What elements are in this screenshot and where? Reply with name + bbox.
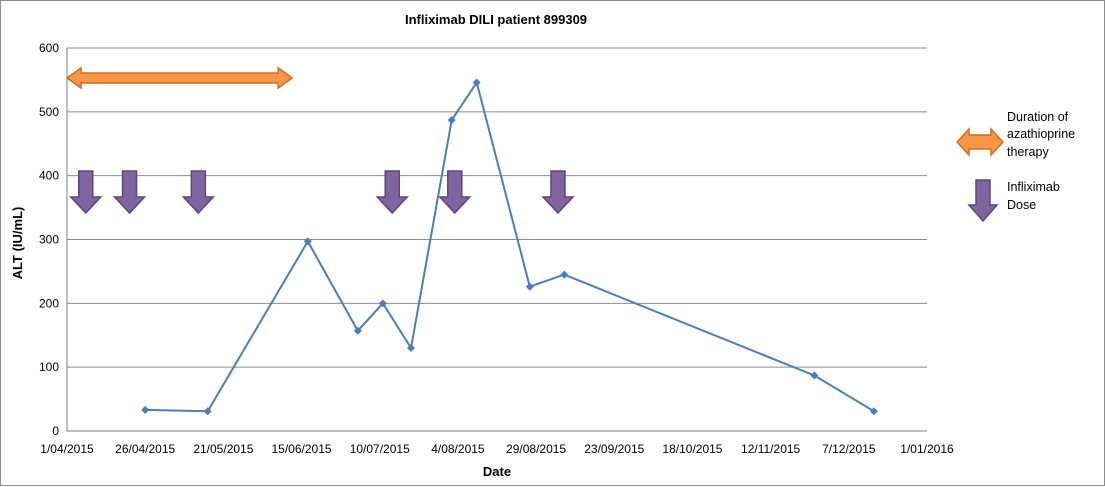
x-tick-label: 18/10/2015 — [662, 442, 722, 456]
therapy-annotations — [65, 66, 575, 215]
x-tick-label: 4/08/2015 — [431, 442, 485, 456]
data-point — [869, 407, 878, 416]
x-axis-label: Date — [483, 464, 511, 479]
down-arrow-icon — [967, 179, 999, 223]
y-tick-label: 300 — [39, 233, 59, 247]
data-point — [560, 270, 569, 279]
x-tick-label: 29/08/2015 — [506, 442, 566, 456]
x-tick-label: 10/07/2015 — [350, 442, 410, 456]
x-tick-label: 23/09/2015 — [584, 442, 644, 456]
data-point — [378, 299, 387, 308]
data-point — [141, 405, 150, 414]
data-point — [472, 78, 481, 87]
y-tick-label: 0 — [52, 424, 59, 438]
data-point — [525, 282, 534, 291]
y-tick-label: 400 — [39, 169, 59, 183]
legend: Duration of azathioprine therapy Inflixi… — [955, 110, 1075, 223]
azathioprine-duration-arrow — [65, 66, 294, 90]
legend-label-line: therapy — [1007, 145, 1049, 159]
data-point — [810, 371, 819, 380]
x-tick-label: 1/01/2016 — [900, 442, 954, 456]
infliximab-dose-arrow — [112, 170, 147, 215]
infliximab-dose-arrow — [181, 170, 216, 215]
y-tick-label: 600 — [39, 41, 59, 55]
x-tick-label: 1/04/2015 — [40, 442, 94, 456]
x-tick-labels: 1/04/2015 26/04/2015 21/05/2015 15/06/2015 1… — [40, 442, 954, 456]
legend-label-line: Infliximab — [1007, 180, 1060, 194]
infliximab-dose-arrow — [541, 170, 575, 215]
legend-entry-azathioprine: Duration of azathioprine therapy — [955, 110, 1075, 159]
data-point — [203, 407, 212, 416]
x-tick-label: 21/05/2015 — [193, 442, 253, 456]
legend-label-line: azathioprine — [1007, 127, 1075, 141]
chart-title: Infliximab DILI patient 899309 — [405, 12, 587, 27]
data-point — [447, 116, 456, 125]
series-line — [145, 81, 875, 413]
y-tick-labels: 0 100 200 300 400 500 600 — [39, 41, 59, 438]
data-point — [353, 326, 362, 335]
y-tick-label: 500 — [39, 105, 59, 119]
infliximab-dose-arrow — [69, 170, 103, 215]
infliximab-dose-arrow — [375, 170, 409, 215]
data-point — [407, 344, 415, 353]
x-tick-label: 26/04/2015 — [115, 442, 175, 456]
gridlines — [67, 47, 927, 368]
y-tick-label: 200 — [39, 296, 59, 310]
double-arrow-icon — [955, 127, 1005, 157]
legend-entry-infliximab: Infliximab Dose — [967, 179, 1060, 223]
alt-series — [141, 78, 878, 416]
legend-label-line: Dose — [1007, 198, 1036, 212]
y-axis-label: ALT (IU/mL) — [10, 207, 25, 280]
x-tick-label: 12/11/2015 — [741, 442, 800, 456]
infliximab-dose-arrow — [438, 170, 472, 215]
x-tick-label: 7/12/2015 — [822, 442, 876, 456]
data-point — [303, 237, 312, 246]
legend-label-line: Duration of — [1007, 110, 1069, 124]
x-tick-label: 15/06/2015 — [272, 442, 332, 456]
y-tick-label: 100 — [39, 360, 59, 374]
